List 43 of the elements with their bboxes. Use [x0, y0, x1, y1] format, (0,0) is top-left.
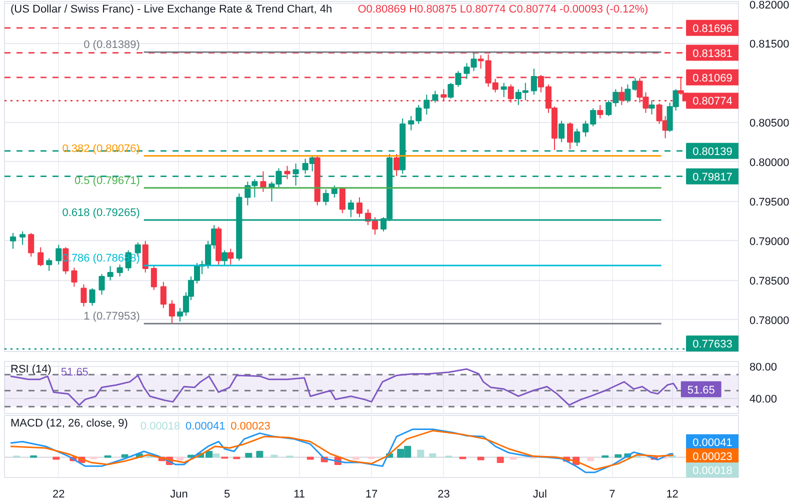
- series-label: 1 (0.77953): [84, 310, 140, 323]
- data-label: 51.65: [687, 384, 715, 396]
- series-label: 0.382 (0.80076): [62, 142, 140, 155]
- y-tick-label: 0.79000: [750, 236, 790, 248]
- annotation: 0.00023: [692, 450, 732, 463]
- series-label: 0 (0.81389): [84, 39, 140, 52]
- ref-line-label: 0.80774: [692, 96, 732, 108]
- chart-title: RSI (14): [10, 364, 52, 376]
- y-tick-label: 0.79500: [750, 196, 790, 208]
- annotation: 0.00018: [692, 464, 732, 477]
- series-label: 0.5 (0.79671): [74, 174, 140, 187]
- x-tick-label: Jul: [532, 488, 547, 500]
- x-tick-label: 22: [52, 488, 65, 500]
- y-tick-label: 80.00: [750, 362, 778, 374]
- chart-title: MACD (12, 26, close, 9): [10, 418, 128, 430]
- ref-line-label: 0.79817: [692, 171, 732, 184]
- ref-line-label: 0.81696: [692, 22, 732, 35]
- x-tick-label: 7: [609, 488, 616, 500]
- ref-line-label: 0.77633: [692, 338, 732, 350]
- y-tick-label: 0.82000: [750, 0, 790, 12]
- y-tick-label: 40.00: [750, 394, 778, 406]
- y-tick-label: 0.78000: [750, 314, 790, 327]
- ref-line-label: 0.81381: [692, 48, 732, 60]
- x-tick-label: 5: [224, 488, 230, 500]
- text: 0.00041: [186, 420, 226, 432]
- series-label: 0.618 (0.79265): [62, 206, 140, 219]
- x-tick-label: 12: [666, 488, 678, 500]
- x-tick-label: 17: [365, 488, 378, 500]
- x-tick-label: 23: [438, 488, 450, 500]
- text: 51.65: [60, 366, 88, 378]
- ref-line-label: 0.80139: [692, 146, 732, 158]
- y-tick-label: 0.81500: [750, 38, 790, 50]
- y-tick-label: 0.80500: [750, 117, 790, 130]
- text: 0.00018: [140, 420, 180, 432]
- y-tick-label: 0.80000: [750, 156, 790, 169]
- chart-subtitle: O0.80869 H0.80875 L0.80774 C0.80774 -0.00093 (-0.12%): [358, 4, 648, 16]
- chart-title: (US Dollar / Swiss Franc) - Live Exchange Rate & Trend Chart, 4h: [10, 4, 332, 16]
- y-tick-label: 0.78500: [750, 275, 790, 288]
- annotation: 0.00041: [692, 436, 732, 449]
- text: 0.00023: [230, 420, 270, 432]
- ref-line-label: 0.81069: [692, 72, 732, 84]
- x-tick-label: Jun: [170, 488, 188, 500]
- x-tick-label: 11: [294, 488, 306, 500]
